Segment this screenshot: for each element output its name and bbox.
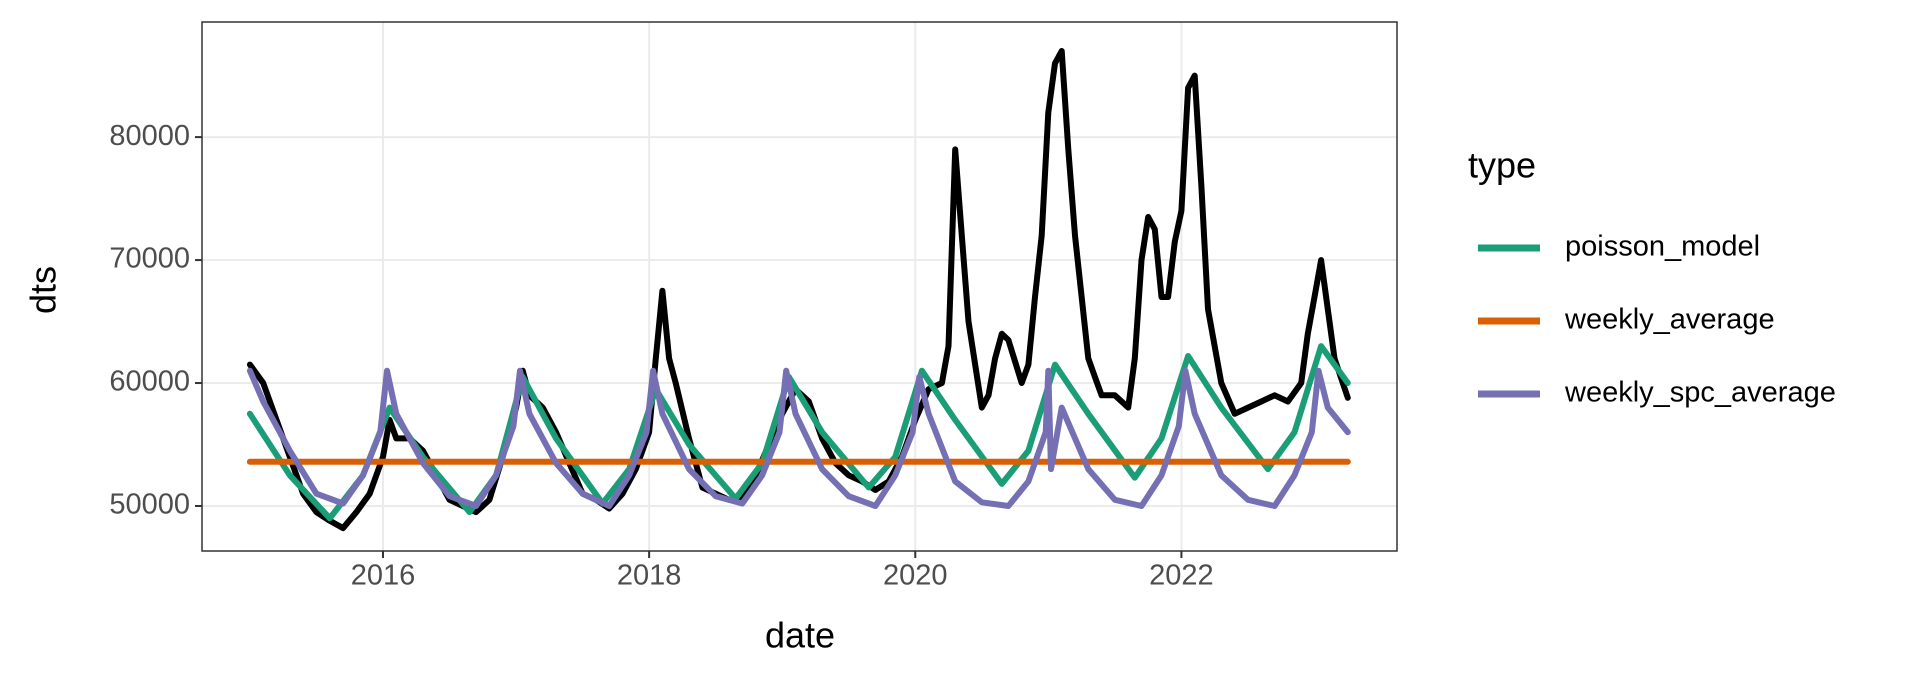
- x-tick-label: 2016: [351, 560, 416, 592]
- series-line: [246, 48, 1351, 532]
- x-axis-title: date: [765, 615, 835, 656]
- y-tick-label: 50000: [109, 489, 190, 521]
- y-tick-label: 80000: [109, 120, 190, 152]
- legend-title: type: [1468, 145, 1536, 186]
- legend-label: poisson_model: [1565, 231, 1760, 263]
- series-line: [246, 343, 1351, 522]
- legend-label: weekly_spc_average: [1564, 377, 1836, 409]
- y-tick-label: 70000: [109, 243, 190, 275]
- x-tick-label: 2020: [883, 560, 948, 592]
- panel-border: [201, 21, 1398, 552]
- x-tick-label: 2018: [617, 560, 682, 592]
- x-tick-label: 2022: [1149, 560, 1214, 592]
- legend-label: weekly_average: [1564, 304, 1775, 336]
- y-axis-title: dts: [23, 266, 64, 314]
- y-tick-label: 60000: [109, 366, 190, 398]
- series-line: [246, 367, 1351, 509]
- plot-area: [246, 48, 1351, 532]
